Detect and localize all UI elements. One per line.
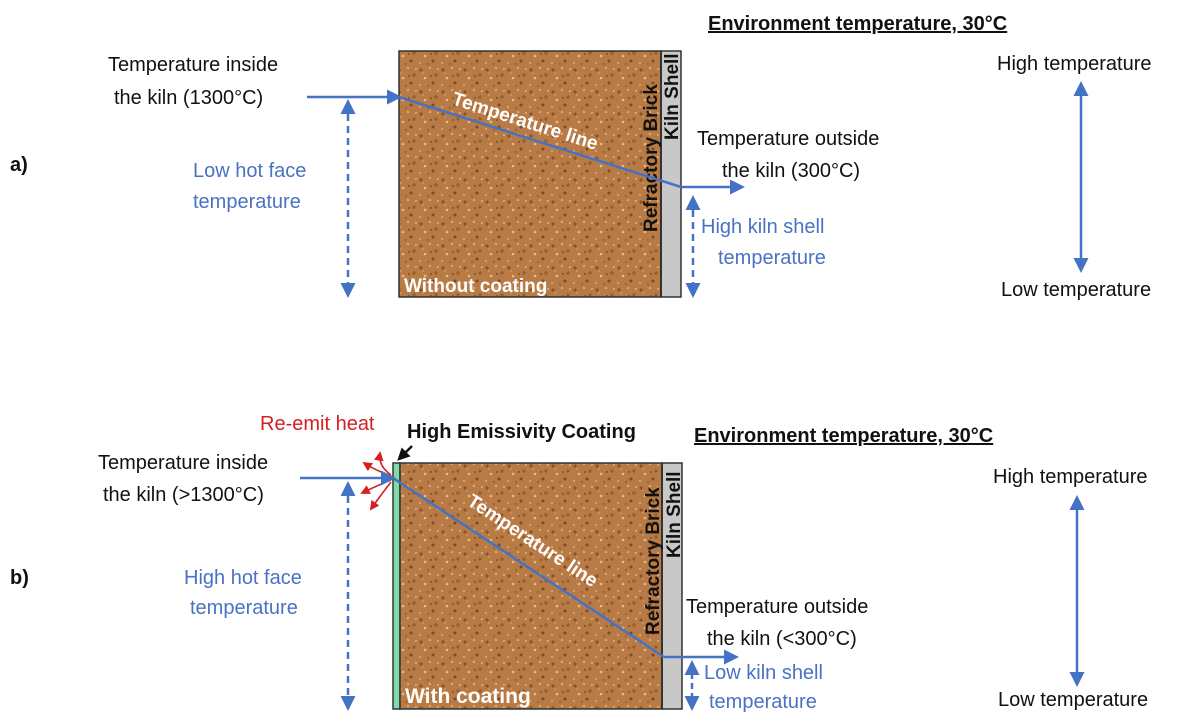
panel-b-reemit-arrows	[360, 451, 392, 511]
panel-b-shell-temp-line1: Low kiln shell	[704, 662, 823, 684]
panel-a-environment-label: Environment temperature, 30°C	[708, 13, 1007, 35]
panel-a-coating-label: Without coating	[404, 276, 547, 297]
panel-b-marker: b)	[10, 567, 29, 589]
panel-b-refractory-brick	[399, 462, 663, 710]
panel-b-inside-line1: Temperature inside	[98, 452, 268, 474]
panel-a-shell-label: Kiln Shell	[662, 53, 683, 140]
panel-b-outside-line2: the kiln (<300°C)	[707, 628, 857, 650]
panel-a-inside-line2: the kiln (1300°C)	[114, 87, 263, 109]
panel-b-hot-face-line2: temperature	[190, 597, 298, 619]
panel-a-outside-line2: the kiln (300°C)	[722, 160, 860, 182]
panel-a-scale-low: Low temperature	[1001, 279, 1151, 301]
panel-b-scale-high: High temperature	[993, 466, 1148, 488]
panel-b-coating-layer	[392, 462, 401, 710]
panel-a-hot-face-line1: Low hot face	[193, 160, 306, 182]
panel-b-temperature-line	[392, 476, 665, 659]
panel-a-hot-face-line2: temperature	[193, 191, 301, 213]
panel-a-shell-temp-line2: temperature	[718, 247, 826, 269]
panel-a: a) Environment temperature, 30°C Refract…	[10, 13, 1152, 301]
panel-a-refractory-label: Refractory Brick	[641, 84, 662, 232]
panel-a-marker: a)	[10, 154, 28, 176]
panel-b-coating-label: With coating	[405, 685, 531, 708]
panel-a-refractory-brick	[398, 50, 662, 298]
panel-b-hot-face-line1: High hot face	[184, 567, 302, 589]
panel-b-coating-name: High Emissivity Coating	[407, 421, 636, 443]
panel-b: b) Environment temperature, 30°C Refract…	[10, 413, 1148, 713]
panel-a-inside-line1: Temperature inside	[108, 54, 278, 76]
panel-a-temperature-line	[398, 95, 682, 189]
panel-b-refractory-label: Refractory Brick	[643, 487, 664, 635]
panel-b-reemit-label: Re-emit heat	[260, 413, 375, 435]
panel-b-environment-label: Environment temperature, 30°C	[694, 425, 993, 447]
panel-b-shell-label: Kiln Shell	[664, 471, 685, 558]
panel-a-outside-line1: Temperature outside	[697, 128, 879, 150]
panel-a-scale-high: High temperature	[997, 53, 1152, 75]
panel-b-inside-line2: the kiln (>1300°C)	[103, 484, 264, 506]
panel-b-outside-line1: Temperature outside	[686, 596, 868, 618]
panel-b-scale-low: Low temperature	[998, 689, 1148, 711]
panel-b-shell-temp-line2: temperature	[709, 691, 817, 713]
panel-a-shell-temp-line1: High kiln shell	[701, 216, 824, 238]
panel-b-coating-pointer	[397, 445, 413, 461]
